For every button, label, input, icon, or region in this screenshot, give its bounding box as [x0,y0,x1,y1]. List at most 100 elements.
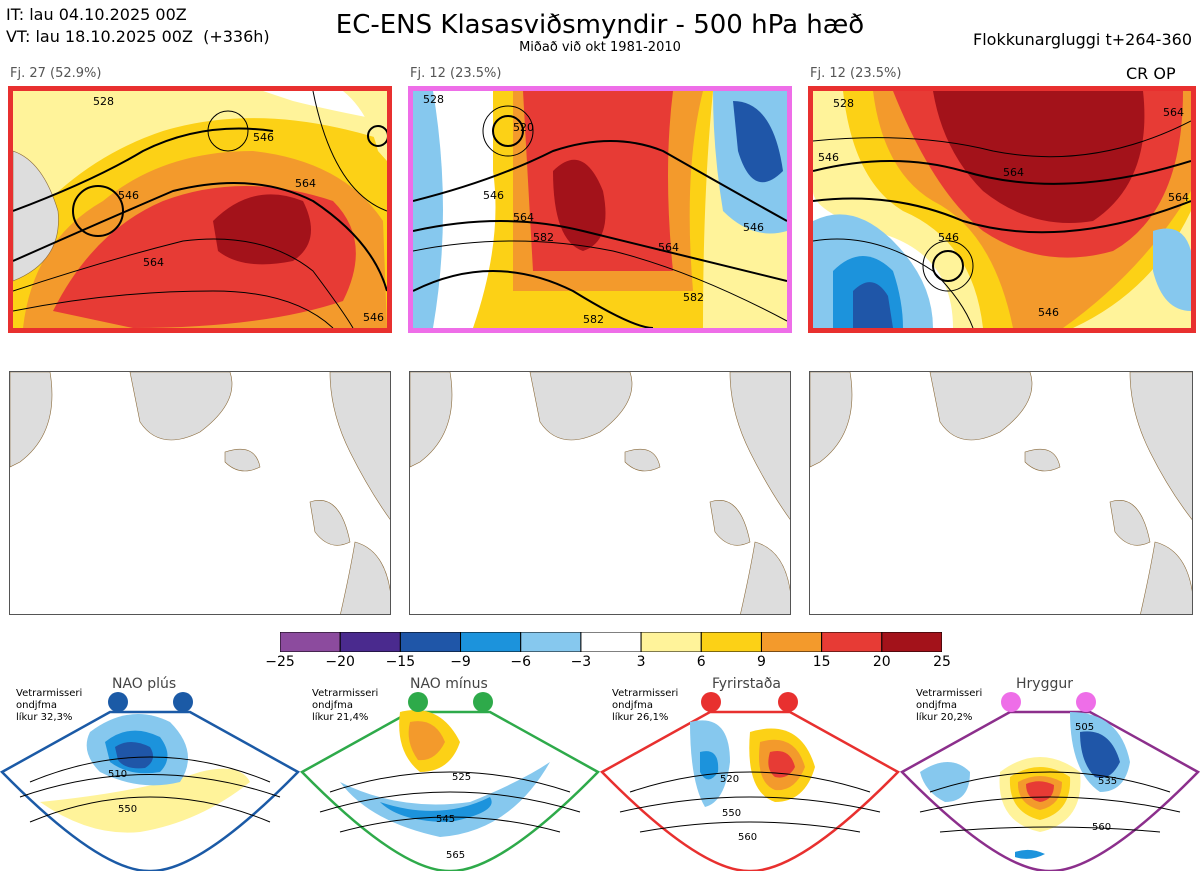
colorbar-swatch [520,631,582,653]
colorbar-swatch [339,631,401,653]
colorbar-tick-label: 6 [696,654,706,670]
colorbar-tick-label: 25 [933,654,951,670]
contour-label: 564 [658,241,679,254]
regime-blocking: Fyrirstaða Vetrarmisseri ondjfma líkur 2… [600,672,900,871]
colorbar-tick-label: 20 [872,654,891,670]
colorbar-swatch [640,631,702,653]
regime-nao-plus-svg: 510 550 [0,692,300,871]
prob-line-1: Vetrarmisseri [312,688,379,699]
contour-label: 582 [583,313,604,326]
colorbar-tick-label: −15 [385,654,416,670]
colorbar-swatch [279,631,341,653]
prob-line-3: líkur 26,1% [612,712,669,723]
contour-label: 546 [818,151,839,164]
map-outline-1 [10,372,390,614]
valid-time: VT: lau 18.10.2025 00Z (+336h) [6,27,270,46]
regime-nao-minus-svg: 525 545 565 [300,692,600,871]
contour-label: 546 [743,221,764,234]
page-subtitle: Miðað við okt 1981-2010 [519,40,681,55]
regime-name: Fyrirstaða [712,676,781,692]
contour-label: 564 [513,211,534,224]
colorbar-tick-label: −6 [510,654,532,670]
colorbar-tick-label: 15 [812,654,831,670]
contour-label: 582 [533,231,554,244]
contour-label: 546 [253,131,274,144]
empty-map-2 [409,371,791,615]
colorbar-tick-label: −20 [325,654,355,670]
colorbar-tick-label: −9 [450,654,471,670]
regime-nao-minus: NAO mínus Vetrarmisseri ondjfma líkur 21… [300,672,600,871]
empty-map-1 [9,371,391,615]
colorbar-swatch [700,631,762,653]
contour-label: 564 [1168,191,1189,204]
contour-label: 546 [118,189,139,202]
regime-blocking-svg: 520 550 560 [600,692,900,871]
regime-nao-plus: NAO plús Vetrarmisseri ondjfma líkur 32,… [0,672,300,871]
regime-name: NAO mínus [410,676,488,692]
colorbar [279,631,943,653]
regime-name: Hryggur [1016,676,1073,692]
contour-label: 564 [1163,106,1184,119]
cluster-1-map: 528 546 546 564 564 546 [8,86,392,333]
prob-line-3: líkur 20,2% [916,712,973,723]
prob-line-2: ondjfma [312,700,353,711]
colorbar-swatch [821,631,883,653]
contour-label: 505 [1075,722,1094,733]
colorbar-swatch [760,631,823,653]
contour-label: 520 [513,121,534,134]
colorbar-ticks: −25 −20 −15 −9 −6 −3 3 6 9 15 20 25 [265,654,951,674]
contour-label: 545 [436,814,455,825]
contour-label: 528 [423,93,444,106]
empty-map-3 [809,371,1193,615]
cluster-3-label: Fj. 12 (23.5%) [810,66,902,81]
contour-label: 564 [295,177,316,190]
regime-probability: Vetrarmisseri ondjfma líkur 21,4% [312,688,378,724]
regime-probability: Vetrarmisseri ondjfma líkur 20,2% [916,688,982,724]
prob-line-3: líkur 21,4% [312,712,369,723]
colorbar-swatch [881,631,943,653]
colorbar-tick-label: −3 [570,654,592,670]
colorbar-svg [279,631,943,653]
classification-window: Flokkunargluggi t+264-360 [973,30,1192,49]
contour-label: 535 [1098,776,1117,787]
contour-label: 564 [143,256,164,269]
regime-probability: Vetrarmisseri ondjfma líkur 32,3% [16,688,82,724]
prob-line-2: ondjfma [612,700,653,711]
contour-label: 520 [720,774,739,785]
contour-label: 560 [738,832,757,843]
colorbar-tick-label: 3 [636,654,646,670]
prob-line-2: ondjfma [16,700,57,711]
colorbar-swatch [460,631,522,653]
contour-label: 510 [108,769,127,780]
contour-label: 546 [1038,306,1059,319]
regime-name: NAO plús [112,676,177,692]
prob-line-2: ondjfma [916,700,957,711]
colorbar-swatch [580,631,642,653]
initial-time: IT: lau 04.10.2025 00Z [6,5,187,24]
header-info: IT: lau 04.10.2025 00Z VT: lau 18.10.202… [6,4,270,48]
contour-label: 525 [452,772,471,783]
contour-label: 546 [483,189,504,202]
cluster-3-map: 528 546 564 564 564 546 546 [808,86,1196,333]
contour-label: 550 [722,808,741,819]
contour-label: 565 [446,850,465,861]
cluster-2-anomaly-svg: 528 520 546 564 582 564 582 582 546 [413,91,787,328]
page-title: EC-ENS Klasasviðsmyndir - 500 hPa hæð [335,10,865,40]
regime-ridge: Hryggur Vetrarmisseri ondjfma líkur 20,2… [900,672,1200,871]
colorbar-tick-label: 9 [756,654,766,670]
cluster-2-map: 528 520 546 564 582 564 582 582 546 [408,86,792,333]
cluster-2-label: Fj. 12 (23.5%) [410,66,502,81]
colorbar-tick-label: −25 [265,654,295,670]
contour-label: 546 [938,231,959,244]
map-outline-2 [410,372,790,614]
map-outline-3 [810,372,1192,614]
contour-label: 546 [363,311,384,324]
prob-line-1: Vetrarmisseri [612,688,679,699]
colorbar-swatch [399,631,462,653]
prob-line-1: Vetrarmisseri [16,688,83,699]
regime-ridge-svg: 505 535 560 [900,692,1200,871]
cluster-3-tag: CR OP [1126,64,1176,83]
contour-label: 582 [683,291,704,304]
cluster-1-anomaly-svg: 528 546 546 564 564 546 [13,91,387,328]
contour-label: 564 [1003,166,1024,179]
